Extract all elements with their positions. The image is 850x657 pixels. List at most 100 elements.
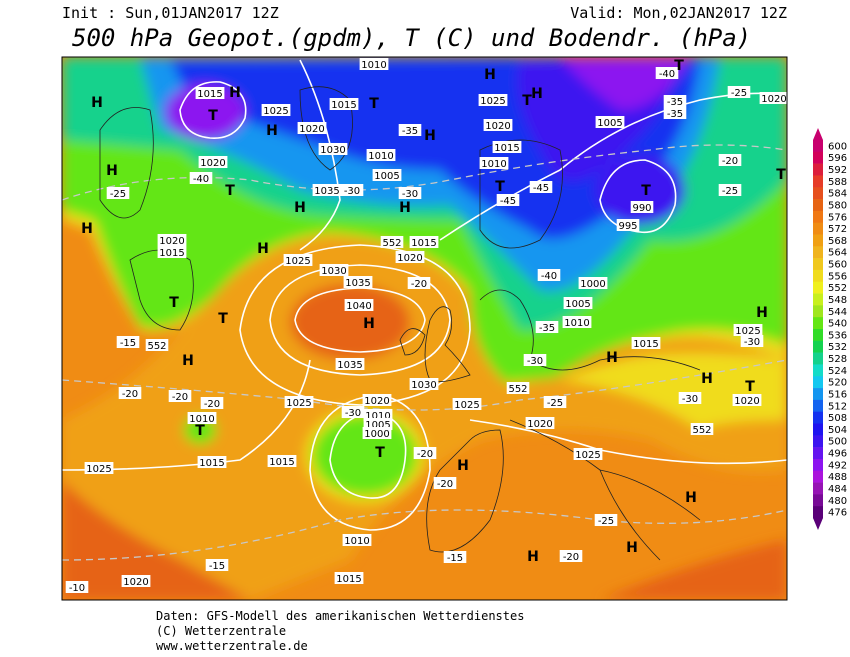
label-box: [479, 157, 509, 169]
contour-label: 1010: [368, 151, 393, 162]
colorbar-label: 512: [828, 401, 847, 412]
colorbar-label: 504: [828, 425, 847, 436]
pressure-center: H: [756, 305, 768, 321]
contour-label: 1010: [365, 411, 390, 422]
contour-label: 1020: [397, 253, 422, 264]
pressure-center: T: [674, 58, 684, 74]
contour-label: -15: [209, 561, 225, 572]
contour-label: -25: [722, 186, 738, 197]
label-box: [157, 234, 187, 246]
label-box: [344, 299, 374, 311]
label-box: [395, 251, 425, 263]
label-box: [478, 94, 508, 106]
contour-label: 990: [632, 203, 651, 214]
colorbar-label: 552: [828, 283, 847, 294]
contour-label: 1015: [197, 89, 222, 100]
colorbar-swatch: [813, 376, 823, 389]
colorbar-cap-bottom: [813, 518, 823, 530]
colorbar-label: 556: [828, 271, 847, 282]
colorbar: 6005965925885845805765725685645605565525…: [813, 128, 847, 530]
contour-label: 1025: [454, 400, 479, 411]
colorbar-label: 548: [828, 295, 847, 306]
contour-label: 1000: [580, 279, 605, 290]
contour-label: 1025: [285, 256, 310, 267]
contour-label: 1015: [331, 100, 356, 111]
pressure-center: H: [685, 490, 697, 506]
colorbar-swatch: [813, 352, 823, 365]
colorbar-swatch: [813, 340, 823, 353]
contour-label: 1015: [411, 238, 436, 249]
contour-label: 1005: [597, 118, 622, 129]
contour-label: 552: [508, 384, 527, 395]
colorbar-label: 596: [828, 153, 847, 164]
pressure-center: H: [229, 85, 241, 101]
contour-label: 1010: [361, 60, 386, 71]
colorbar-label: 508: [828, 413, 847, 424]
label-box: [267, 455, 297, 467]
label-box: [372, 169, 402, 181]
label-box: [452, 398, 482, 410]
pressure-center: H: [424, 128, 436, 144]
label-box: [578, 277, 608, 289]
contour-label: 1035: [337, 360, 362, 371]
contour-label: -10: [69, 583, 85, 594]
contour-label: 1035: [345, 278, 370, 289]
pressure-center: H: [527, 549, 539, 565]
pressure-center: T: [169, 295, 179, 311]
label-box: [496, 194, 520, 206]
colorbar-swatch: [813, 506, 823, 519]
contour-label: 1020: [485, 121, 510, 132]
pressure-center: H: [91, 95, 103, 111]
contour-label: 1020: [159, 236, 184, 247]
pressure-center: H: [294, 200, 306, 216]
colorbar-cap-top: [813, 128, 823, 140]
contour-label: -25: [547, 398, 563, 409]
colorbar-label: 480: [828, 496, 847, 507]
map-frame: [61, 56, 788, 601]
colorbar-swatch: [813, 470, 823, 483]
label-box: [483, 119, 513, 131]
label-box: [380, 236, 404, 248]
contour-label: 552: [147, 341, 166, 352]
label-box: [284, 396, 314, 408]
label-box: [630, 201, 654, 213]
colorbar-swatch: [813, 246, 823, 259]
contour-label: -40: [541, 271, 557, 282]
pressure-center: H: [257, 241, 269, 257]
label-box: [297, 122, 327, 134]
pressure-center: T: [225, 183, 235, 199]
pressure-center: T: [218, 311, 228, 327]
pressure-center: T: [369, 96, 379, 112]
contour-label: -30: [682, 394, 698, 405]
label-box: [197, 456, 227, 468]
contour-label: -30: [402, 189, 418, 200]
colorbar-label: 576: [828, 212, 847, 223]
colorbar-label: 540: [828, 319, 847, 330]
contour-label: 1010: [189, 414, 214, 425]
map-labels: H 1015 T H 1025 H 1020 1015 T 1010 H 1025 T H 1020 1015…: [65, 58, 787, 594]
label-box: [319, 264, 349, 276]
contour-label: -20: [437, 479, 453, 490]
pressure-center: H: [106, 163, 118, 179]
colorbar-swatch: [813, 199, 823, 212]
label-box: [740, 335, 764, 347]
valid-time: Valid: Mon,02JAN2017 12Z: [570, 4, 787, 22]
contour-label: 1035: [314, 186, 339, 197]
contour-label: -35: [539, 323, 555, 334]
label-box: [563, 297, 593, 309]
colorbar-swatch: [813, 482, 823, 495]
colorbar-swatch: [813, 175, 823, 188]
label-box: [157, 246, 187, 258]
contour-label: 1015: [269, 457, 294, 468]
contour-label: 1005: [565, 299, 590, 310]
contour-label: 1010: [344, 536, 369, 547]
label-box: [195, 87, 225, 99]
colorbar-label: 600: [828, 141, 847, 152]
contour-label: -20: [411, 279, 427, 290]
label-box: [121, 575, 151, 587]
label-box: [318, 143, 348, 155]
contour-label: 552: [382, 238, 401, 249]
contour-label: 1005: [374, 171, 399, 182]
label-box: [198, 156, 228, 168]
colorbar-swatch: [813, 317, 823, 330]
